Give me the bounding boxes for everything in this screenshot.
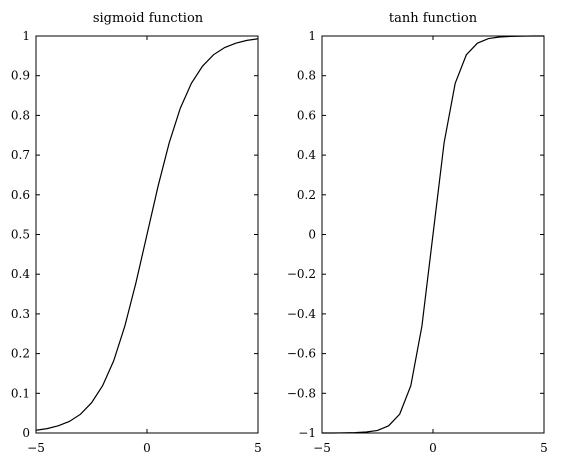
sigmoid-curve [35, 38, 259, 431]
sigmoid-ytick-label: 0.2 [11, 347, 30, 361]
sigmoid-ytick-label: 0.9 [11, 69, 30, 83]
sigmoid-ytick-label: 0.1 [11, 386, 30, 400]
sigmoid-xtick-label: 5 [254, 441, 262, 455]
tanh-curve [322, 35, 544, 434]
tanh-ytick-label: 0.4 [297, 148, 316, 162]
tanh-ytick-label: −0.2 [287, 267, 316, 281]
sigmoid-ytick-label: 0.7 [11, 148, 30, 162]
tanh-ytick-label: −0.8 [287, 386, 316, 400]
sigmoid-ytick-label: 0.8 [11, 108, 30, 122]
tanh-ytick-label: 0.6 [297, 108, 316, 122]
tanh-xtick-label: 0 [429, 441, 437, 455]
tanh-ytick-label: 0.2 [297, 188, 316, 202]
tanh-ytick-label: −1 [298, 426, 316, 440]
tanh-xtick-label: −5 [313, 441, 331, 455]
tanh-panel: tanh function −1 −0.8 −0.6 −0.4 −0.2 0 0.2 0.4 0… [287, 11, 548, 455]
sigmoid-xtick-label: −5 [27, 441, 45, 455]
tanh-ytick-label: −0.4 [287, 307, 317, 321]
sigmoid-ytick-label: 0 [22, 426, 30, 440]
sigmoid-ytick-label: 0.3 [11, 307, 30, 321]
tanh-ytick-label: −0.6 [287, 347, 316, 361]
tanh-ytick-label: 0.8 [297, 69, 316, 83]
sigmoid-title: sigmoid function [93, 11, 204, 26]
sigmoid-ytick-label: 0.6 [11, 188, 30, 202]
sigmoid-ytick-label: 0.5 [11, 228, 30, 242]
tanh-xtick-label: 5 [540, 441, 548, 455]
sigmoid-xtick-label: 0 [143, 441, 151, 455]
tanh-ytick-label: 0 [308, 228, 316, 242]
sigmoid-ytick-label: 0.4 [11, 267, 30, 281]
tanh-ytick-label: 1 [308, 29, 316, 43]
sigmoid-panel: sigmoid function 0 0.1 0.2 0.3 0.4 0.5 0.6 0.7 0… [11, 11, 262, 455]
tanh-title: tanh function [389, 11, 478, 26]
sigmoid-ytick-label: 1 [22, 29, 30, 43]
